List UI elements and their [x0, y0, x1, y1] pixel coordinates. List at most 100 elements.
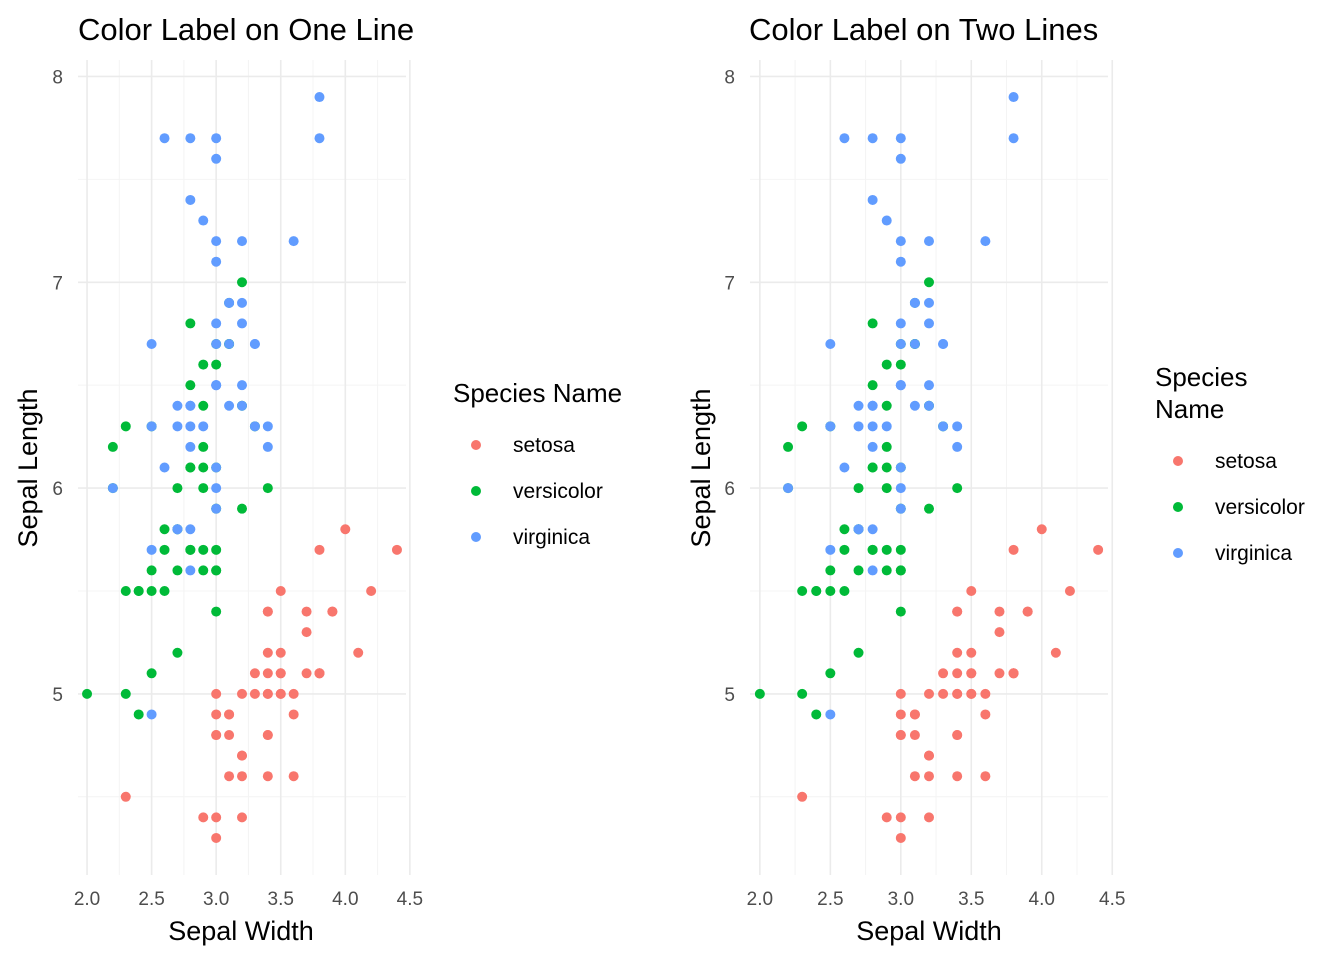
- legend-label-versicolor: versicolor: [1215, 496, 1305, 519]
- point-versicolor: [159, 524, 170, 535]
- point-setosa: [224, 771, 235, 782]
- legend-item-virginica: virginica: [471, 526, 590, 549]
- point-setosa: [909, 730, 920, 741]
- point-virginica: [185, 421, 196, 432]
- point-setosa: [966, 688, 977, 699]
- point-virginica: [172, 400, 183, 411]
- point-versicolor: [120, 421, 131, 432]
- legend-item-setosa: setosa: [1173, 450, 1277, 473]
- point-versicolor: [146, 585, 157, 596]
- legend-label-setosa: setosa: [1215, 450, 1277, 473]
- point-versicolor: [159, 544, 170, 555]
- point-virginica: [825, 339, 836, 350]
- point-versicolor: [172, 647, 183, 658]
- point-setosa: [924, 688, 934, 699]
- point-versicolor: [133, 709, 144, 720]
- y-tick-label: 7: [52, 273, 63, 294]
- legend-key-versicolor: [1173, 502, 1183, 512]
- y-tick-label: 5: [724, 685, 735, 706]
- point-virginica: [249, 339, 260, 350]
- x-tick-label: 2.0: [747, 889, 773, 910]
- point-versicolor: [754, 688, 765, 699]
- point-setosa: [262, 668, 273, 679]
- point-versicolor: [811, 585, 822, 596]
- x-tick-label: 3.5: [958, 889, 984, 910]
- point-virginica: [211, 483, 222, 494]
- legend-label-setosa: setosa: [513, 434, 575, 457]
- point-virginica: [825, 709, 836, 720]
- point-setosa: [895, 730, 906, 741]
- point-virginica: [909, 400, 920, 411]
- point-virginica: [783, 483, 794, 494]
- point-setosa: [288, 771, 299, 782]
- point-setosa: [211, 812, 222, 823]
- point-virginica: [895, 133, 906, 144]
- point-setosa: [288, 709, 299, 720]
- point-versicolor: [881, 441, 892, 452]
- point-virginica: [237, 400, 247, 411]
- legend-item-versicolor: versicolor: [1173, 496, 1305, 519]
- point-versicolor: [211, 565, 222, 576]
- point-setosa: [881, 812, 892, 823]
- point-virginica: [224, 339, 235, 350]
- point-virginica: [924, 297, 934, 308]
- point-virginica: [211, 503, 222, 514]
- point-setosa: [952, 730, 963, 741]
- point-virginica: [938, 421, 949, 432]
- point-versicolor: [867, 462, 878, 473]
- legend-title: Species Name: [453, 378, 622, 408]
- point-setosa: [301, 668, 312, 679]
- point-setosa: [924, 771, 934, 782]
- point-versicolor: [952, 483, 963, 494]
- point-versicolor: [198, 441, 209, 452]
- point-versicolor: [839, 524, 850, 535]
- point-versicolor: [881, 400, 892, 411]
- point-versicolor: [881, 565, 892, 576]
- point-virginica: [924, 236, 934, 247]
- point-versicolor: [924, 503, 934, 514]
- point-setosa: [262, 606, 273, 617]
- point-setosa: [895, 709, 906, 720]
- point-virginica: [107, 483, 118, 494]
- legend-item-virginica: virginica: [1173, 542, 1292, 565]
- point-setosa: [1050, 647, 1061, 658]
- x-tick-label: 3.0: [203, 889, 229, 910]
- point-versicolor: [797, 688, 808, 699]
- point-virginica: [825, 421, 836, 432]
- point-virginica: [146, 709, 157, 720]
- legend: Species Name setosa versicolor virginica: [453, 378, 622, 549]
- legend-item-setosa: setosa: [471, 434, 575, 457]
- point-setosa: [895, 812, 906, 823]
- point-setosa: [198, 812, 209, 823]
- point-virginica: [224, 297, 235, 308]
- point-setosa: [211, 709, 222, 720]
- point-versicolor: [211, 606, 222, 617]
- point-setosa: [1022, 606, 1033, 617]
- point-virginica: [1008, 92, 1019, 103]
- point-setosa: [952, 647, 963, 658]
- point-setosa: [340, 524, 351, 535]
- point-virginica: [881, 215, 892, 226]
- point-virginica: [172, 524, 183, 535]
- point-setosa: [952, 771, 963, 782]
- point-versicolor: [881, 483, 892, 494]
- point-versicolor: [82, 688, 93, 699]
- point-virginica: [839, 133, 850, 144]
- point-versicolor: [895, 359, 906, 370]
- chart-two-lines: Color Label on Two Lines 2.0 2.5 3.0 3.5 4.0…: [686, 12, 1305, 946]
- x-tick-labels: 2.0 2.5 3.0 3.5 4.0 4.5: [74, 889, 423, 910]
- point-setosa: [249, 688, 260, 699]
- point-virginica: [881, 421, 892, 432]
- point-versicolor: [853, 483, 864, 494]
- point-setosa: [1093, 544, 1104, 555]
- point-setosa: [237, 688, 247, 699]
- point-setosa: [224, 709, 235, 720]
- point-versicolor: [185, 318, 196, 329]
- point-virginica: [895, 236, 906, 247]
- legend-label-virginica: virginica: [1215, 542, 1292, 565]
- point-virginica: [867, 524, 878, 535]
- y-tick-labels: 5 6 7 8: [724, 67, 735, 705]
- point-versicolor: [159, 585, 170, 596]
- point-virginica: [853, 421, 864, 432]
- point-virginica: [952, 441, 963, 452]
